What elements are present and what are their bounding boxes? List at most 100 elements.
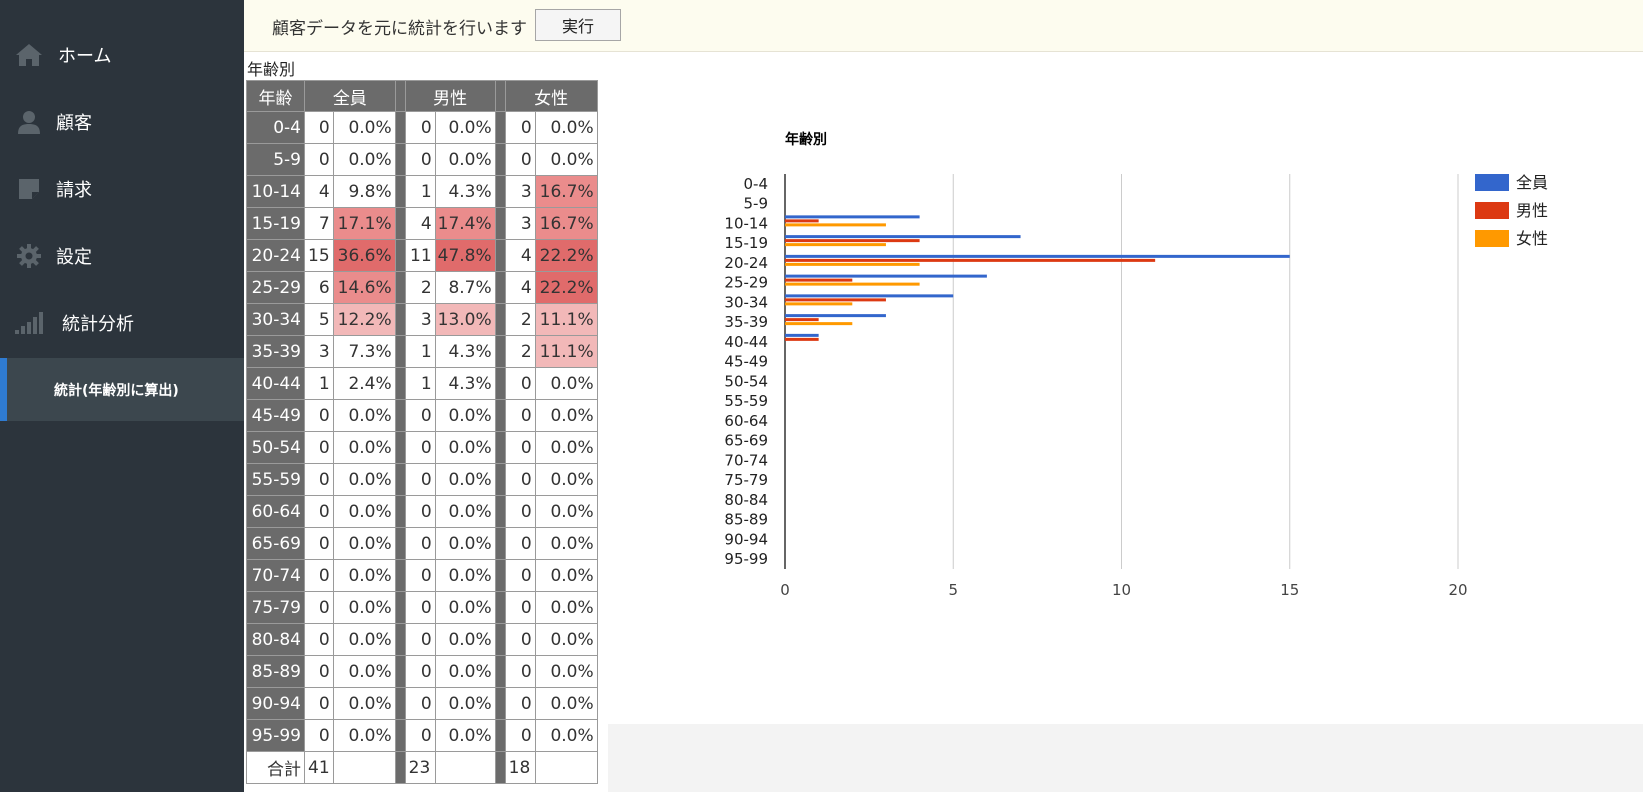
percent-male: 0.0%: [434, 527, 496, 560]
count-male: 2: [404, 271, 436, 304]
row-age: 85-89: [246, 655, 305, 688]
column-gap: [494, 559, 506, 592]
percent-all: 7.3%: [332, 335, 396, 368]
percent-all: 0.0%: [332, 559, 396, 592]
table-row: 45-49 0 0.0% 0 0.0% 0 0.0%: [246, 399, 598, 432]
column-gap: [494, 271, 506, 304]
row-age: 30-34: [246, 303, 305, 336]
bar-female: [785, 243, 886, 247]
bar-all: [785, 235, 1021, 239]
count-female: 0: [504, 463, 536, 496]
count-all: 0: [304, 623, 334, 656]
sidebar-item-settings[interactable]: 設定: [0, 222, 244, 289]
total-label: 合計: [246, 751, 305, 784]
bar-all: [785, 294, 954, 298]
percent-all: 0.0%: [332, 687, 396, 720]
legend-label: 全員: [1516, 173, 1548, 192]
column-gap: [394, 463, 406, 496]
column-gap: [394, 527, 406, 560]
percent-female: 0.0%: [534, 687, 598, 720]
sidebar-item-label: 設定: [56, 246, 92, 268]
table-row: 40-44 1 2.4% 1 4.3% 0 0.0%: [246, 367, 598, 400]
count-female: 0: [504, 527, 536, 560]
count-male: 1: [404, 367, 436, 400]
count-female: 0: [504, 559, 536, 592]
instruction-text: 顧客データを元に統計を行います: [272, 19, 527, 39]
bar-male: [785, 337, 819, 341]
count-male: 0: [404, 399, 436, 432]
column-gap: [394, 367, 406, 400]
y-category-label: 40-44: [724, 333, 768, 351]
percent-all: 14.6%: [332, 271, 396, 304]
y-category-label: 65-69: [724, 432, 768, 450]
count-female: 0: [504, 143, 536, 176]
column-gap: [494, 399, 506, 432]
count-female: 0: [504, 431, 536, 464]
column-gap: [494, 655, 506, 688]
row-age: 75-79: [246, 591, 305, 624]
percent-all: 0.0%: [332, 399, 396, 432]
bar-all: [785, 215, 920, 219]
count-female: 4: [504, 271, 536, 304]
row-age: 40-44: [246, 367, 305, 400]
percent-male: 8.7%: [434, 271, 496, 304]
bar-male: [785, 298, 886, 302]
count-male: 0: [404, 591, 436, 624]
count-all: 1: [304, 367, 334, 400]
percent-female: 0.0%: [534, 495, 598, 528]
column-gap: [494, 463, 506, 496]
column-gap: [494, 175, 506, 208]
column-gap: [494, 367, 506, 400]
percent-all: 0.0%: [332, 111, 396, 144]
sidebar-item-home[interactable]: ホーム: [0, 21, 244, 88]
y-category-label: 30-34: [724, 293, 768, 311]
count-male: 0: [404, 719, 436, 752]
percent-male: 47.8%: [434, 239, 496, 272]
bar-male: [785, 258, 1156, 262]
count-male: 11: [404, 239, 436, 272]
sidebar-subitem-age-statistics[interactable]: 統計(年齢別に算出): [0, 358, 244, 421]
column-gap: [394, 687, 406, 720]
sidebar-subitem-label: 統計(年齢別に算出): [54, 382, 179, 399]
column-gap: [494, 303, 506, 336]
sidebar-item-customers[interactable]: 顧客: [0, 88, 244, 155]
percent-female: 0.0%: [534, 143, 598, 176]
count-all: 5: [304, 303, 334, 336]
row-age: 15-19: [246, 207, 305, 240]
legend-swatch: [1475, 202, 1509, 219]
row-age: 90-94: [246, 687, 305, 720]
percent-male: 0.0%: [434, 559, 496, 592]
y-category-label: 5-9: [744, 195, 769, 213]
total-female: 18: [504, 751, 536, 784]
bar-female: [785, 322, 853, 326]
x-tick-label: 10: [1112, 581, 1131, 599]
sidebar-item-billing[interactable]: 請求: [0, 155, 244, 222]
active-indicator: [0, 358, 7, 421]
count-female: 0: [504, 495, 536, 528]
run-button[interactable]: 実行: [535, 9, 621, 41]
sidebar-item-statistics[interactable]: 統計分析: [0, 289, 244, 356]
header-male: 男性: [404, 80, 496, 112]
row-age: 70-74: [246, 559, 305, 592]
count-female: 0: [504, 399, 536, 432]
column-gap: [394, 559, 406, 592]
count-female: 0: [504, 111, 536, 144]
column-gap: [494, 527, 506, 560]
count-male: 0: [404, 687, 436, 720]
percent-all: 0.0%: [332, 463, 396, 496]
column-gap: [394, 431, 406, 464]
count-male: 1: [404, 175, 436, 208]
y-category-label: 85-89: [724, 511, 768, 529]
count-female: 2: [504, 303, 536, 336]
y-category-label: 0-4: [744, 175, 769, 193]
y-category-label: 35-39: [724, 313, 768, 331]
count-all: 0: [304, 687, 334, 720]
column-gap: [394, 207, 406, 240]
table-row: 55-59 0 0.0% 0 0.0% 0 0.0%: [246, 463, 598, 496]
home-icon: [12, 38, 46, 72]
count-all: 0: [304, 527, 334, 560]
percent-all: 0.0%: [332, 655, 396, 688]
legend-label: 女性: [1516, 229, 1548, 248]
column-gap: [394, 271, 406, 304]
percent-female: 0.0%: [534, 431, 598, 464]
